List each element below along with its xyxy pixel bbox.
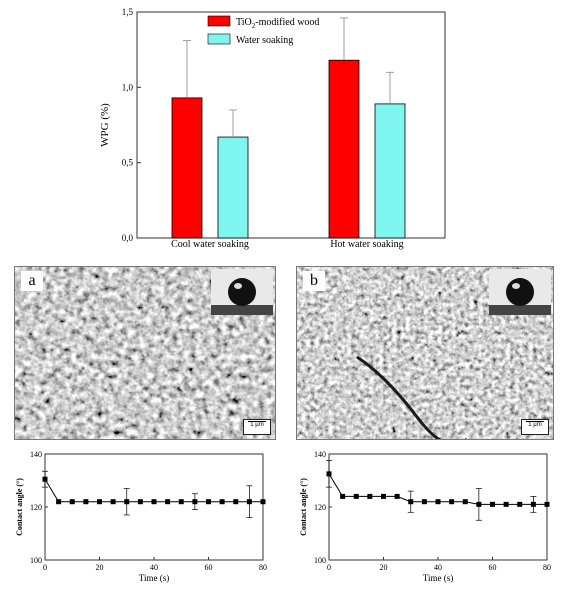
data-point: [178, 499, 184, 505]
data-point: [326, 471, 332, 477]
contact-angle-chart-b-svg: 0 20 40 60 80 100 120 140 Time (s) Contact angle …: [299, 450, 551, 583]
bar: [217, 136, 249, 239]
scale-bar-a-label: 1 μm: [250, 422, 264, 428]
data-point: [517, 501, 523, 507]
bar: [374, 103, 406, 239]
data-point: [435, 499, 441, 505]
y-tick-label: 1,0: [122, 82, 134, 92]
x-tick-label: 0: [327, 563, 331, 572]
sem-image-b: b 1 μm: [296, 266, 554, 440]
droplet-inset-b: [489, 269, 551, 315]
y-axis-label: Contact angle (°): [15, 478, 24, 536]
wpg-bar-chart-svg: 0,0 0,5 1,0 1,5 WPG (%) Cool water soaking Hot…: [99, 7, 446, 250]
data-point: [394, 493, 400, 499]
x-tick-label: 0: [43, 563, 47, 572]
series-line: [44, 478, 263, 503]
sem-image-a: a 1 μm: [14, 266, 276, 440]
x-tick-label: 80: [543, 563, 551, 572]
data-point: [462, 499, 468, 505]
legend-label: TiO2-modified wood: [236, 17, 319, 30]
data-point: [530, 501, 536, 507]
x-tick-label: 80: [259, 563, 267, 572]
y-axis-label: WPG (%): [99, 103, 111, 147]
data-point: [69, 499, 75, 505]
x-tick-label: 40: [150, 563, 158, 572]
x-axis-label: Time (s): [139, 573, 169, 583]
data-point: [97, 499, 102, 505]
scale-bar-b: 1 μm: [521, 419, 549, 435]
legend-label: Water soaking: [236, 35, 293, 46]
y-tick-label: 120: [30, 503, 42, 512]
data-point: [124, 499, 130, 505]
plot-frame: [44, 453, 264, 561]
legend-swatch: [207, 15, 231, 27]
data-point: [56, 499, 62, 505]
y-tick-label: 100: [314, 556, 326, 565]
y-axis-label: Contact angle (°): [299, 478, 308, 536]
data-point: [449, 499, 455, 505]
contact-angle-chart-b: 0 20 40 60 80 100 120 140 Time (s) Contact angle …: [285, 444, 567, 594]
y-tick-label: 100: [30, 556, 42, 565]
x-tick-label: Cool water soaking: [171, 239, 249, 250]
data-point: [476, 501, 482, 507]
data-point: [353, 493, 359, 499]
y-tick-label: 0,0: [122, 233, 134, 243]
data-point: [367, 493, 373, 499]
x-tick-label: 40: [434, 563, 442, 572]
data-point: [42, 476, 48, 482]
x-tick-label: Hot water soaking: [330, 239, 403, 250]
data-point: [83, 499, 89, 505]
y-tick-label: 1,5: [122, 7, 134, 17]
scale-bar-b-label: 1 μm: [528, 422, 542, 428]
x-axis-label: Time (s): [423, 573, 453, 583]
y-tick-label: 140: [30, 450, 42, 459]
contact-angle-chart-a-svg: 0 20 40 60 80 100 120 140 Time (s) Contact angle …: [15, 450, 267, 583]
panel-label-a: a: [21, 271, 43, 291]
wpg-bar-chart: 0,0 0,5 1,0 1,5 WPG (%) Cool water soaking Hot…: [0, 0, 567, 260]
data-point: [408, 499, 414, 505]
y-tick-label: 120: [314, 503, 326, 512]
bar: [328, 59, 360, 239]
bar: [171, 97, 203, 239]
y-tick-label: 0,5: [122, 158, 134, 168]
droplet-inset-a: [211, 269, 273, 315]
data-point: [165, 499, 171, 505]
data-point: [544, 501, 550, 507]
data-point: [260, 499, 266, 505]
data-point: [421, 499, 427, 505]
data-point: [219, 499, 225, 505]
data-point: [110, 499, 116, 505]
x-tick-label: 20: [380, 563, 388, 572]
x-tick-label: 20: [96, 563, 104, 572]
data-point: [503, 501, 509, 507]
panel-label-b: b: [303, 271, 325, 291]
data-point: [490, 501, 495, 507]
plot-frame: [136, 11, 446, 239]
data-point: [192, 499, 198, 505]
data-point: [206, 499, 211, 505]
scale-bar-a: 1 μm: [243, 419, 271, 435]
data-point: [233, 499, 239, 505]
data-point: [137, 499, 143, 505]
contact-angle-chart-a: 0 20 40 60 80 100 120 140 Time (s) Contact angle …: [0, 444, 280, 594]
x-tick-label: 60: [205, 563, 213, 572]
legend-swatch: [207, 33, 231, 45]
data-point: [246, 499, 252, 505]
y-tick-label: 140: [314, 450, 326, 459]
plot-frame: [328, 453, 548, 561]
x-tick-label: 60: [489, 563, 497, 572]
data-point: [381, 493, 386, 499]
data-point: [340, 493, 346, 499]
data-point: [151, 499, 157, 505]
